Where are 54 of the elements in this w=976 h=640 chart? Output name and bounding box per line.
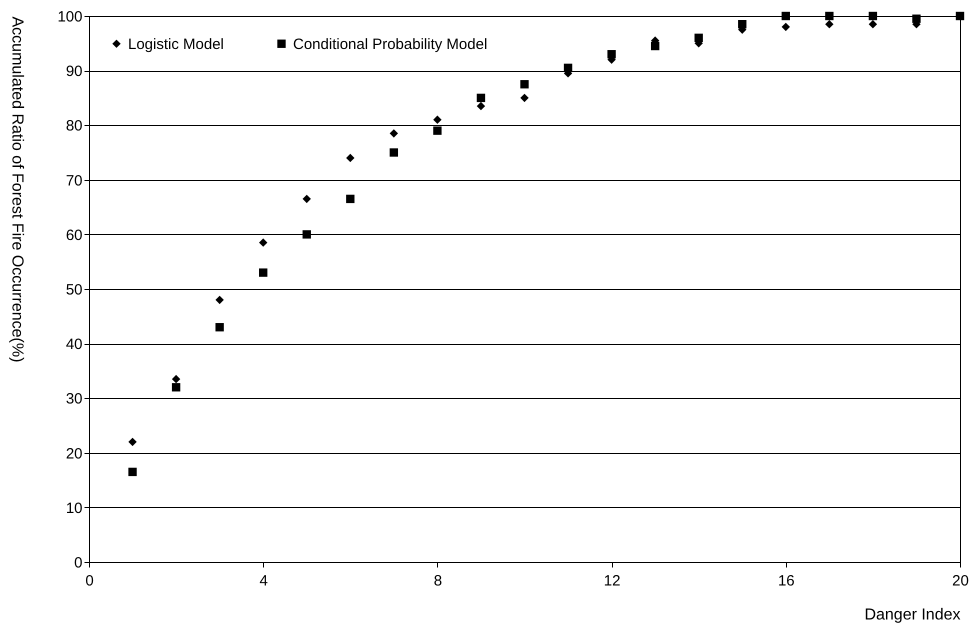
point [128, 438, 137, 446]
point [607, 50, 616, 58]
point [738, 20, 746, 28]
point [520, 94, 529, 102]
point [433, 116, 442, 124]
point [650, 42, 660, 50]
y-tick-label: 50 [66, 282, 82, 298]
point [476, 94, 486, 102]
y-axis-title: Accumulated Ratio of Forest Fire Occurrence(%) [8, 16, 26, 362]
legend-label: Logistic Model [128, 36, 224, 53]
point [128, 468, 137, 476]
point [390, 148, 398, 157]
y-tick-label: 20 [66, 445, 82, 462]
y-tick-label: 30 [66, 390, 82, 408]
x-axis-title: Danger Index [864, 606, 960, 624]
x-tick-label: 20 [952, 572, 969, 590]
point [215, 323, 224, 332]
point [433, 126, 442, 135]
point [302, 194, 311, 204]
point [259, 238, 268, 247]
point [520, 80, 529, 88]
point [825, 12, 834, 20]
y-tick-label: 0 [74, 554, 82, 572]
point [868, 20, 878, 28]
y-tick-label: 40 [66, 336, 82, 354]
y-tick-label: 60 [66, 226, 82, 244]
x-tick-label: 12 [604, 572, 620, 590]
y-tick-label: 80 [66, 118, 82, 135]
point [956, 12, 964, 20]
x-tick-label: 16 [778, 572, 795, 590]
point [694, 34, 703, 42]
point [390, 129, 398, 138]
legend-label: Conditional Probability Model [293, 36, 488, 53]
y-tick-label: 70 [66, 172, 82, 190]
y-tick-label: 90 [66, 63, 82, 80]
x-tick-label: 4 [260, 572, 268, 590]
point [564, 64, 572, 72]
y-tick-label: 100 [57, 8, 82, 26]
x-tick-label: 0 [85, 572, 94, 590]
point [825, 20, 834, 28]
point [259, 268, 268, 277]
y-tick-label: 10 [66, 500, 82, 517]
point [868, 12, 878, 20]
x-tick-label: 8 [434, 572, 442, 590]
point [172, 374, 180, 384]
point [346, 154, 354, 162]
point [782, 22, 790, 32]
point [476, 102, 486, 110]
point [172, 383, 180, 392]
point [346, 194, 354, 204]
point [302, 230, 311, 239]
point [215, 296, 224, 304]
point [782, 12, 790, 20]
point [912, 14, 921, 23]
